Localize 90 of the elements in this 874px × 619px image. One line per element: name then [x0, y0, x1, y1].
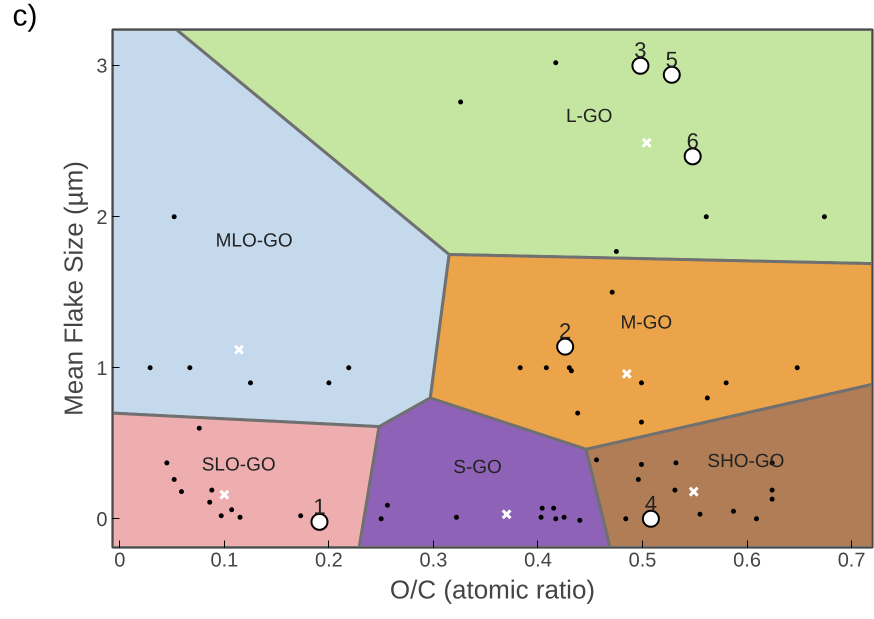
x-tick-label: 0.3	[420, 550, 448, 572]
point	[636, 477, 641, 482]
point	[518, 365, 523, 370]
series-label: M-GO	[620, 312, 672, 334]
point	[346, 365, 352, 370]
point	[551, 506, 556, 511]
annotation: 4	[644, 490, 658, 516]
point	[662, 66, 681, 84]
point	[544, 365, 549, 370]
x-tick-label: 0.1	[210, 550, 238, 572]
point	[458, 99, 464, 104]
point	[553, 516, 558, 522]
point	[172, 477, 177, 482]
point	[187, 365, 192, 370]
point	[822, 214, 827, 220]
point	[326, 380, 332, 386]
y-tick-label: 3	[96, 56, 108, 78]
point	[218, 489, 230, 500]
point	[621, 368, 632, 380]
point	[594, 457, 600, 462]
point	[631, 56, 650, 75]
x-tick-label: 0.6	[733, 550, 761, 572]
point	[698, 512, 703, 517]
point	[238, 514, 243, 520]
series-label: SLO-GO	[202, 454, 276, 476]
x-tick-label: 0.2	[314, 550, 343, 572]
point	[178, 489, 184, 494]
point	[172, 214, 177, 220]
text: c)	[12, 0, 38, 32]
series-label: MLO-GO	[216, 230, 293, 252]
point	[384, 502, 390, 508]
point	[610, 290, 615, 295]
point	[638, 380, 644, 386]
point	[641, 137, 652, 148]
point	[794, 365, 800, 370]
annotation: 5	[666, 46, 678, 72]
y-tick-label: 0	[96, 508, 108, 531]
point	[378, 516, 384, 522]
point	[454, 514, 459, 520]
point	[770, 496, 775, 502]
point	[614, 249, 619, 254]
x-tick-label: 0.4	[524, 550, 552, 572]
point	[754, 516, 759, 522]
annotation: 1	[313, 494, 326, 519]
series-label: L-GO	[566, 106, 612, 128]
annotation: 6	[686, 128, 699, 154]
point	[672, 488, 678, 493]
point	[501, 508, 512, 520]
point	[638, 462, 644, 467]
y-axis-title: Mean Flake Size (µm)	[58, 161, 88, 416]
series-label: S-GO	[453, 457, 502, 478]
y-tick-label: 2	[96, 206, 108, 229]
point	[196, 426, 202, 431]
point	[568, 368, 574, 374]
x-tick-label: 0.5	[628, 550, 656, 572]
y-tick-label: 1	[96, 358, 108, 380]
annotation: 2	[559, 318, 572, 344]
point	[148, 365, 153, 370]
series-label: SHO-GO	[707, 451, 784, 472]
point	[218, 513, 224, 518]
point	[575, 410, 580, 416]
point	[724, 380, 729, 386]
point	[298, 513, 304, 518]
point	[623, 516, 628, 522]
point	[638, 420, 644, 425]
point	[556, 338, 574, 356]
annotation: 3	[634, 38, 647, 63]
point	[770, 488, 775, 493]
x-axis-title: O/C (atomic ratio)	[390, 574, 596, 604]
point	[209, 488, 214, 493]
point	[164, 460, 170, 466]
point	[540, 506, 545, 511]
point	[704, 395, 710, 400]
point	[538, 514, 544, 520]
point	[642, 510, 660, 528]
x-tick-label: 0.7	[838, 550, 866, 572]
point	[673, 460, 678, 466]
point	[310, 512, 328, 531]
point	[730, 508, 736, 514]
point	[248, 380, 253, 386]
point	[562, 514, 567, 520]
point	[553, 60, 558, 66]
point	[684, 147, 702, 166]
point	[229, 507, 234, 512]
x-tick-label: 0	[114, 550, 126, 572]
point	[704, 214, 709, 220]
point	[688, 486, 700, 498]
point	[234, 344, 244, 356]
point	[577, 518, 582, 523]
point	[207, 500, 212, 505]
